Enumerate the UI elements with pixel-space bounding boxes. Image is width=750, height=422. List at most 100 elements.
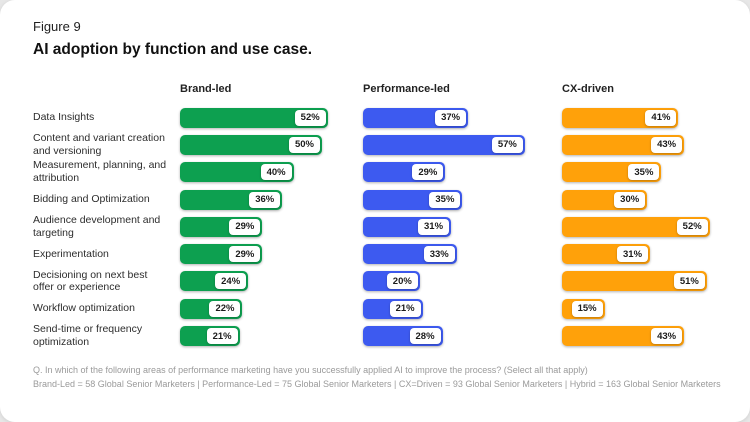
value-label: 15% [571, 300, 603, 317]
value-label: 21% [389, 300, 421, 317]
bar-performance-led: 20% [363, 271, 420, 292]
bar-cx-driven: 30% [562, 189, 648, 210]
bar-performance-led: 21% [363, 298, 423, 319]
bar-cell: 52% [562, 216, 726, 237]
bar-cell: 33% [363, 244, 562, 265]
chart-row: Bidding and Optimization 36% 35% 30% [33, 186, 726, 213]
bar-cx-driven: 35% [562, 162, 662, 183]
bar-brand-led: 29% [180, 244, 263, 265]
footnote-sample-sizes: Brand-Led = 58 Global Senior Marketers |… [33, 378, 721, 389]
value-label: 36% [249, 191, 281, 208]
value-label: 33% [423, 246, 455, 263]
row-label: Measurement, planning, and attribution [33, 159, 167, 185]
chart-row: Data Insights 52% 37% 41% [33, 104, 726, 131]
bar-cell: 35% [562, 162, 726, 183]
bar-cell: 20% [363, 271, 562, 292]
bar-brand-led: 22% [180, 298, 243, 319]
bar-performance-led: 33% [363, 244, 457, 265]
bar-cx-driven: 41% [562, 107, 679, 128]
chart-row: Measurement, planning, and attribution 40… [33, 159, 726, 186]
bar-cell: 31% [363, 216, 562, 237]
row-label: Bidding and Optimization [33, 193, 150, 206]
bar-cx-driven: 15% [562, 298, 605, 319]
bar-cell: 50% [180, 134, 363, 155]
column-header-cx-driven: CX-driven [562, 83, 614, 95]
value-label: 37% [435, 109, 467, 126]
column-header-performance-led: Performance-led [363, 83, 450, 95]
row-label: Experimentation [33, 247, 109, 260]
bar-cell: 43% [562, 326, 726, 347]
value-label: 52% [294, 109, 326, 126]
bar-brand-led: 40% [180, 162, 294, 183]
value-label: 21% [206, 328, 238, 345]
bar-cell: 57% [363, 134, 562, 155]
bar-cell: 29% [180, 244, 363, 265]
value-label: 52% [676, 218, 708, 235]
value-label: 31% [418, 218, 450, 235]
chart-row: Experimentation 29% 33% 31% [33, 240, 726, 267]
bar-brand-led: 36% [180, 189, 283, 210]
bar-cell: 41% [562, 107, 726, 128]
value-label: 51% [673, 273, 705, 290]
chart-row: Content and variant creation and version… [33, 131, 726, 158]
value-label: 43% [651, 328, 683, 345]
bar-cx-driven: 31% [562, 244, 651, 265]
bar-cell: 15% [562, 298, 726, 319]
bar-cell: 51% [562, 271, 726, 292]
bar-brand-led: 24% [180, 271, 249, 292]
value-label: 31% [617, 246, 649, 263]
bar-performance-led: 37% [363, 107, 469, 128]
bar-cx-driven: 43% [562, 326, 685, 347]
bar-cx-driven: 52% [562, 216, 710, 237]
row-label: Workflow optimization [33, 302, 135, 315]
column-header-row: Brand-led Performance-led CX-driven [33, 83, 726, 104]
value-label: 24% [215, 273, 247, 290]
value-label: 29% [229, 218, 261, 235]
bar-performance-led: 57% [363, 134, 525, 155]
figure-title: AI adoption by function and use case. [33, 41, 313, 58]
value-label: 50% [288, 136, 320, 153]
bar-cell: 37% [363, 107, 562, 128]
row-label: Decisioning on next best offer or experi… [33, 268, 148, 294]
footnote-question: Q. In which of the following areas of pe… [33, 364, 588, 375]
bar-cell: 43% [562, 134, 726, 155]
bar-performance-led: 35% [363, 189, 463, 210]
chart-row: Send-time or frequency optimization 21% 28… [33, 322, 726, 349]
bar-cell: 31% [562, 244, 726, 265]
value-label: 29% [229, 246, 261, 263]
value-label: 35% [429, 191, 461, 208]
value-label: 22% [209, 300, 241, 317]
row-label: Content and variant creation and version… [33, 132, 165, 157]
bar-cx-driven: 51% [562, 271, 707, 292]
bar-cell: 24% [180, 271, 363, 292]
value-label: 35% [628, 164, 660, 181]
chart-row: Audience development and targeting 29% 31%… [33, 213, 726, 240]
bar-cell: 22% [180, 298, 363, 319]
bar-cx-driven: 43% [562, 134, 685, 155]
bar-cell: 36% [180, 189, 363, 210]
bar-cell: 21% [363, 298, 562, 319]
bar-cell: 21% [180, 326, 363, 347]
value-label: 20% [386, 273, 418, 290]
value-label: 40% [260, 164, 292, 181]
chart-rows: Data Insights 52% 37% 41% Content and varian… [33, 104, 726, 350]
row-label: Send-time or frequency optimization [33, 323, 143, 349]
column-header-brand-led: Brand-led [180, 83, 232, 95]
bar-performance-led: 29% [363, 162, 446, 183]
bar-brand-led: 52% [180, 107, 328, 128]
chart-row: Workflow optimization 22% 21% 15% [33, 295, 726, 322]
bar-cell: 40% [180, 162, 363, 183]
row-label: Audience development and targeting [33, 214, 161, 239]
figure-label: Figure 9 [33, 19, 81, 34]
column-header-spacer [33, 95, 180, 104]
value-label: 28% [409, 328, 441, 345]
grouped-bar-chart: Brand-led Performance-led CX-driven Data… [33, 83, 726, 350]
bar-brand-led: 21% [180, 326, 240, 347]
bar-cell: 28% [363, 326, 562, 347]
bar-cell: 29% [180, 216, 363, 237]
value-label: 41% [645, 109, 677, 126]
row-label: Data Insights [33, 111, 95, 124]
value-label: 43% [651, 136, 683, 153]
